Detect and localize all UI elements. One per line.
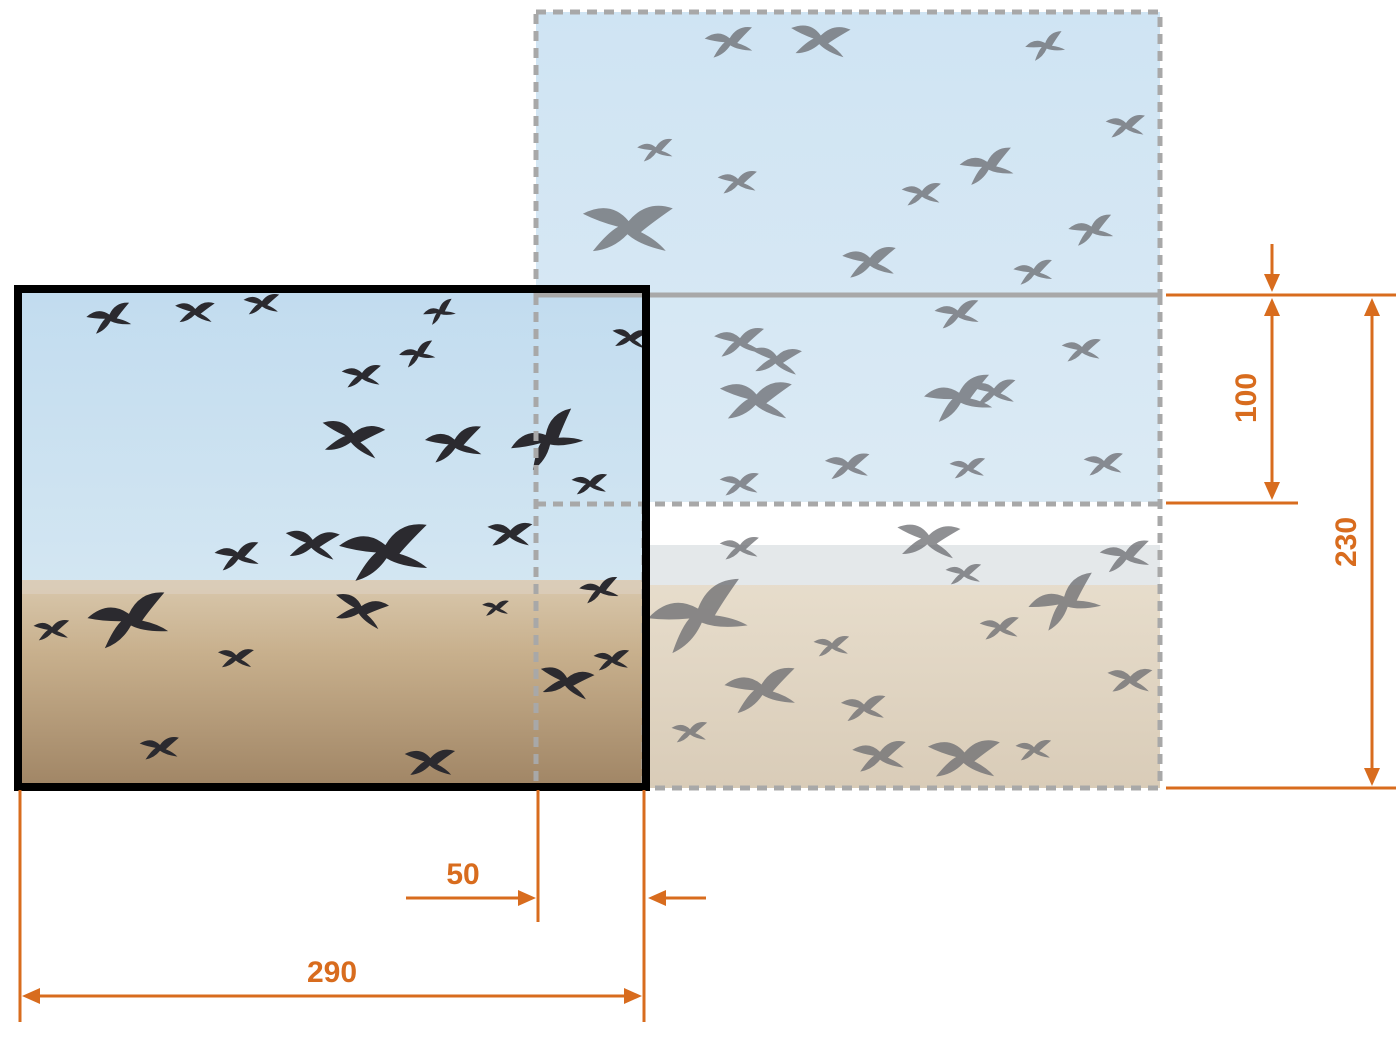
tile-height-label: 100 — [1230, 373, 1263, 423]
dimension-lines — [18, 244, 1396, 1022]
tile-top — [533, 9, 1163, 298]
main-crop-frame — [14, 285, 650, 791]
main-crop-photo — [22, 292, 649, 785]
height-label: 230 — [1330, 517, 1363, 567]
overlap-label: 50 — [446, 858, 479, 891]
width-label: 290 — [307, 956, 357, 989]
